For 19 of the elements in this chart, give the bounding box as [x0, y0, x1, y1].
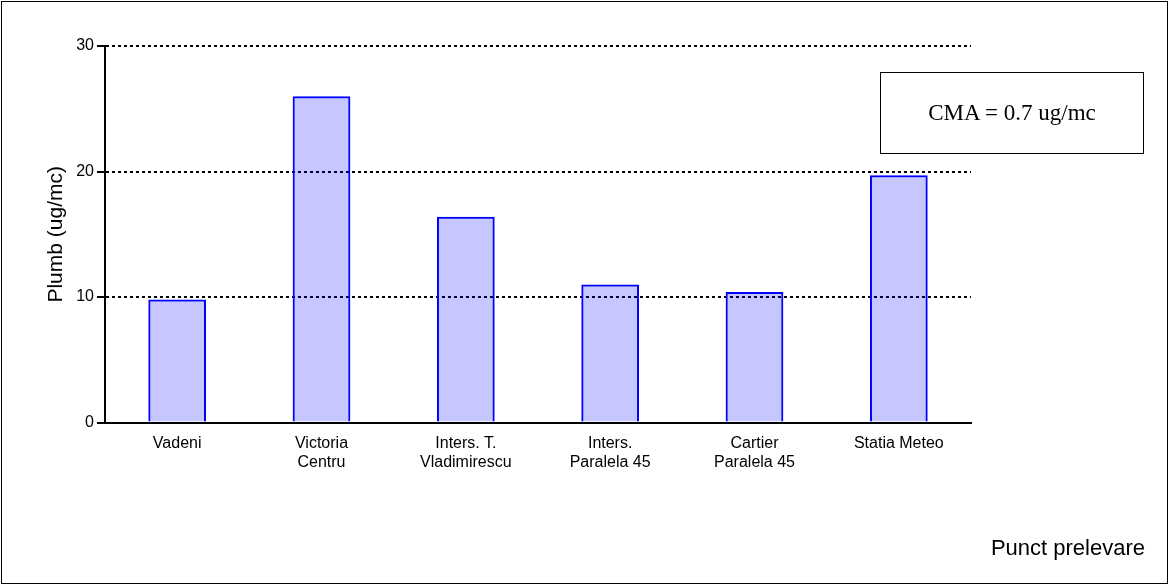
y-axis-title: Plumb (ug/mc) — [43, 166, 67, 303]
x-axis-title: Punct prelevare — [990, 535, 1145, 561]
y-tick-label: 10 — [76, 287, 95, 305]
x-tick-label: Cartier Paralela 45 — [714, 433, 796, 470]
bar — [581, 284, 640, 422]
x-tick-label: Statia Meteo — [853, 433, 944, 451]
bar — [725, 292, 784, 422]
bar — [869, 175, 928, 422]
y-tick-label: 20 — [76, 161, 95, 179]
bar — [148, 299, 207, 422]
x-tick-label: Victoria Centru — [294, 433, 349, 470]
y-tick-label: 0 — [85, 413, 95, 431]
bar — [436, 216, 495, 422]
y-tick-label: 30 — [76, 36, 95, 54]
annotation: CMA = 0.7 ug/mc — [880, 72, 1144, 154]
x-tick-label: Inters. T. Vladimirescu — [420, 433, 512, 470]
x-tick-label: Inters. Paralela 45 — [569, 433, 651, 470]
x-tick-label: Vadeni — [152, 433, 202, 451]
bar — [292, 96, 351, 422]
